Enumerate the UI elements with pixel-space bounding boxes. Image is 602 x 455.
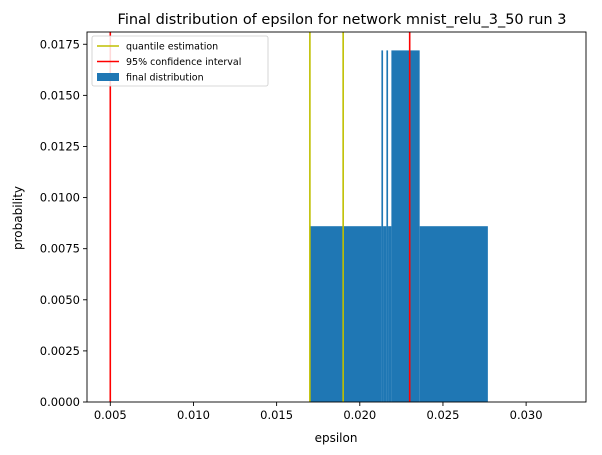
y-tick-label-6: 0.0125	[40, 139, 80, 153]
x-tick-label-4: 0.020	[343, 408, 376, 422]
histogram-bar-1	[309, 226, 382, 402]
y-tick-label-7: 0.0150	[40, 88, 80, 102]
histogram-bar-7	[419, 226, 488, 402]
legend-box	[91, 35, 269, 87]
histogram-bar-4	[386, 50, 389, 402]
legend-label-2: 95% confidence interval	[126, 57, 241, 68]
x-tick-label-5: 0.025	[426, 408, 459, 422]
histogram-bar-6	[391, 50, 420, 402]
x-tick-label-1: 0.005	[94, 408, 127, 422]
chart-title: Final distribution of epsilon for networ…	[118, 12, 567, 28]
y-tick-label-5: 0.0100	[40, 191, 80, 205]
x-tick-label-3: 0.015	[260, 408, 293, 422]
histogram-bar-5	[388, 226, 392, 402]
legend-label-1: quantile estimation	[126, 42, 218, 53]
y-tick-label-1: 0.0000	[40, 395, 80, 409]
x-tick-label-6: 0.030	[510, 408, 543, 422]
legend-swatch-3	[97, 73, 119, 81]
y-tick-label-4: 0.0075	[40, 242, 80, 256]
y-axis-label: probability	[11, 186, 25, 250]
histogram-bar-3	[383, 226, 387, 402]
plot-frame	[86, 31, 587, 403]
y-tick-label-3: 0.0050	[40, 293, 80, 307]
legend-label-3: final distribution	[126, 73, 204, 84]
y-tick-label-8: 0.0175	[40, 37, 80, 51]
x-tick-label-2: 0.010	[177, 408, 210, 422]
y-tick-label-2: 0.0025	[40, 344, 80, 358]
histogram-bar-2	[381, 50, 384, 402]
x-axis-label: epsilon	[315, 431, 358, 445]
